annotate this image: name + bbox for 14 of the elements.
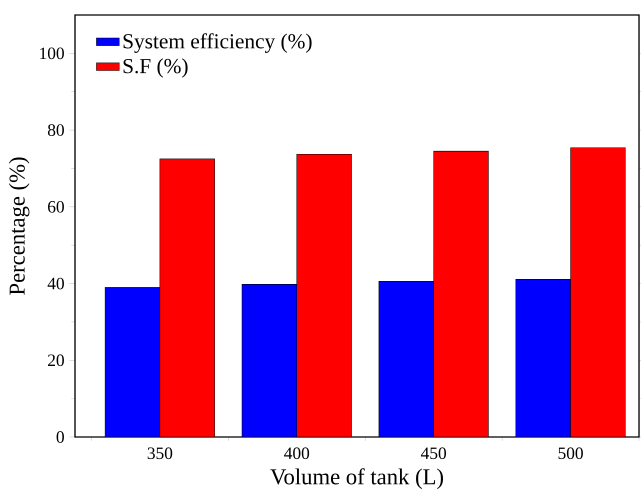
y-tick-label: 100 (40, 48, 64, 60)
x-axis-title: Volume of tank (L) (270, 468, 443, 490)
y-axis-title: Percentage (%) (8, 157, 30, 295)
x-tick-label: 500 (558, 447, 583, 460)
legend-label: System efficiency (%) (124, 33, 312, 53)
y-tick-label: 40 (48, 278, 64, 290)
x-tick-label: 350 (148, 447, 172, 460)
y-tick-label: 20 (48, 354, 64, 366)
x-tick-label: 450 (421, 447, 446, 460)
x-tick-label: 400 (284, 447, 310, 460)
y-tick-label: 0 (56, 431, 64, 443)
y-tick-label: 80 (48, 124, 64, 136)
legend-label: S.F (%) (124, 58, 188, 78)
y-tick-label: 60 (48, 200, 64, 213)
